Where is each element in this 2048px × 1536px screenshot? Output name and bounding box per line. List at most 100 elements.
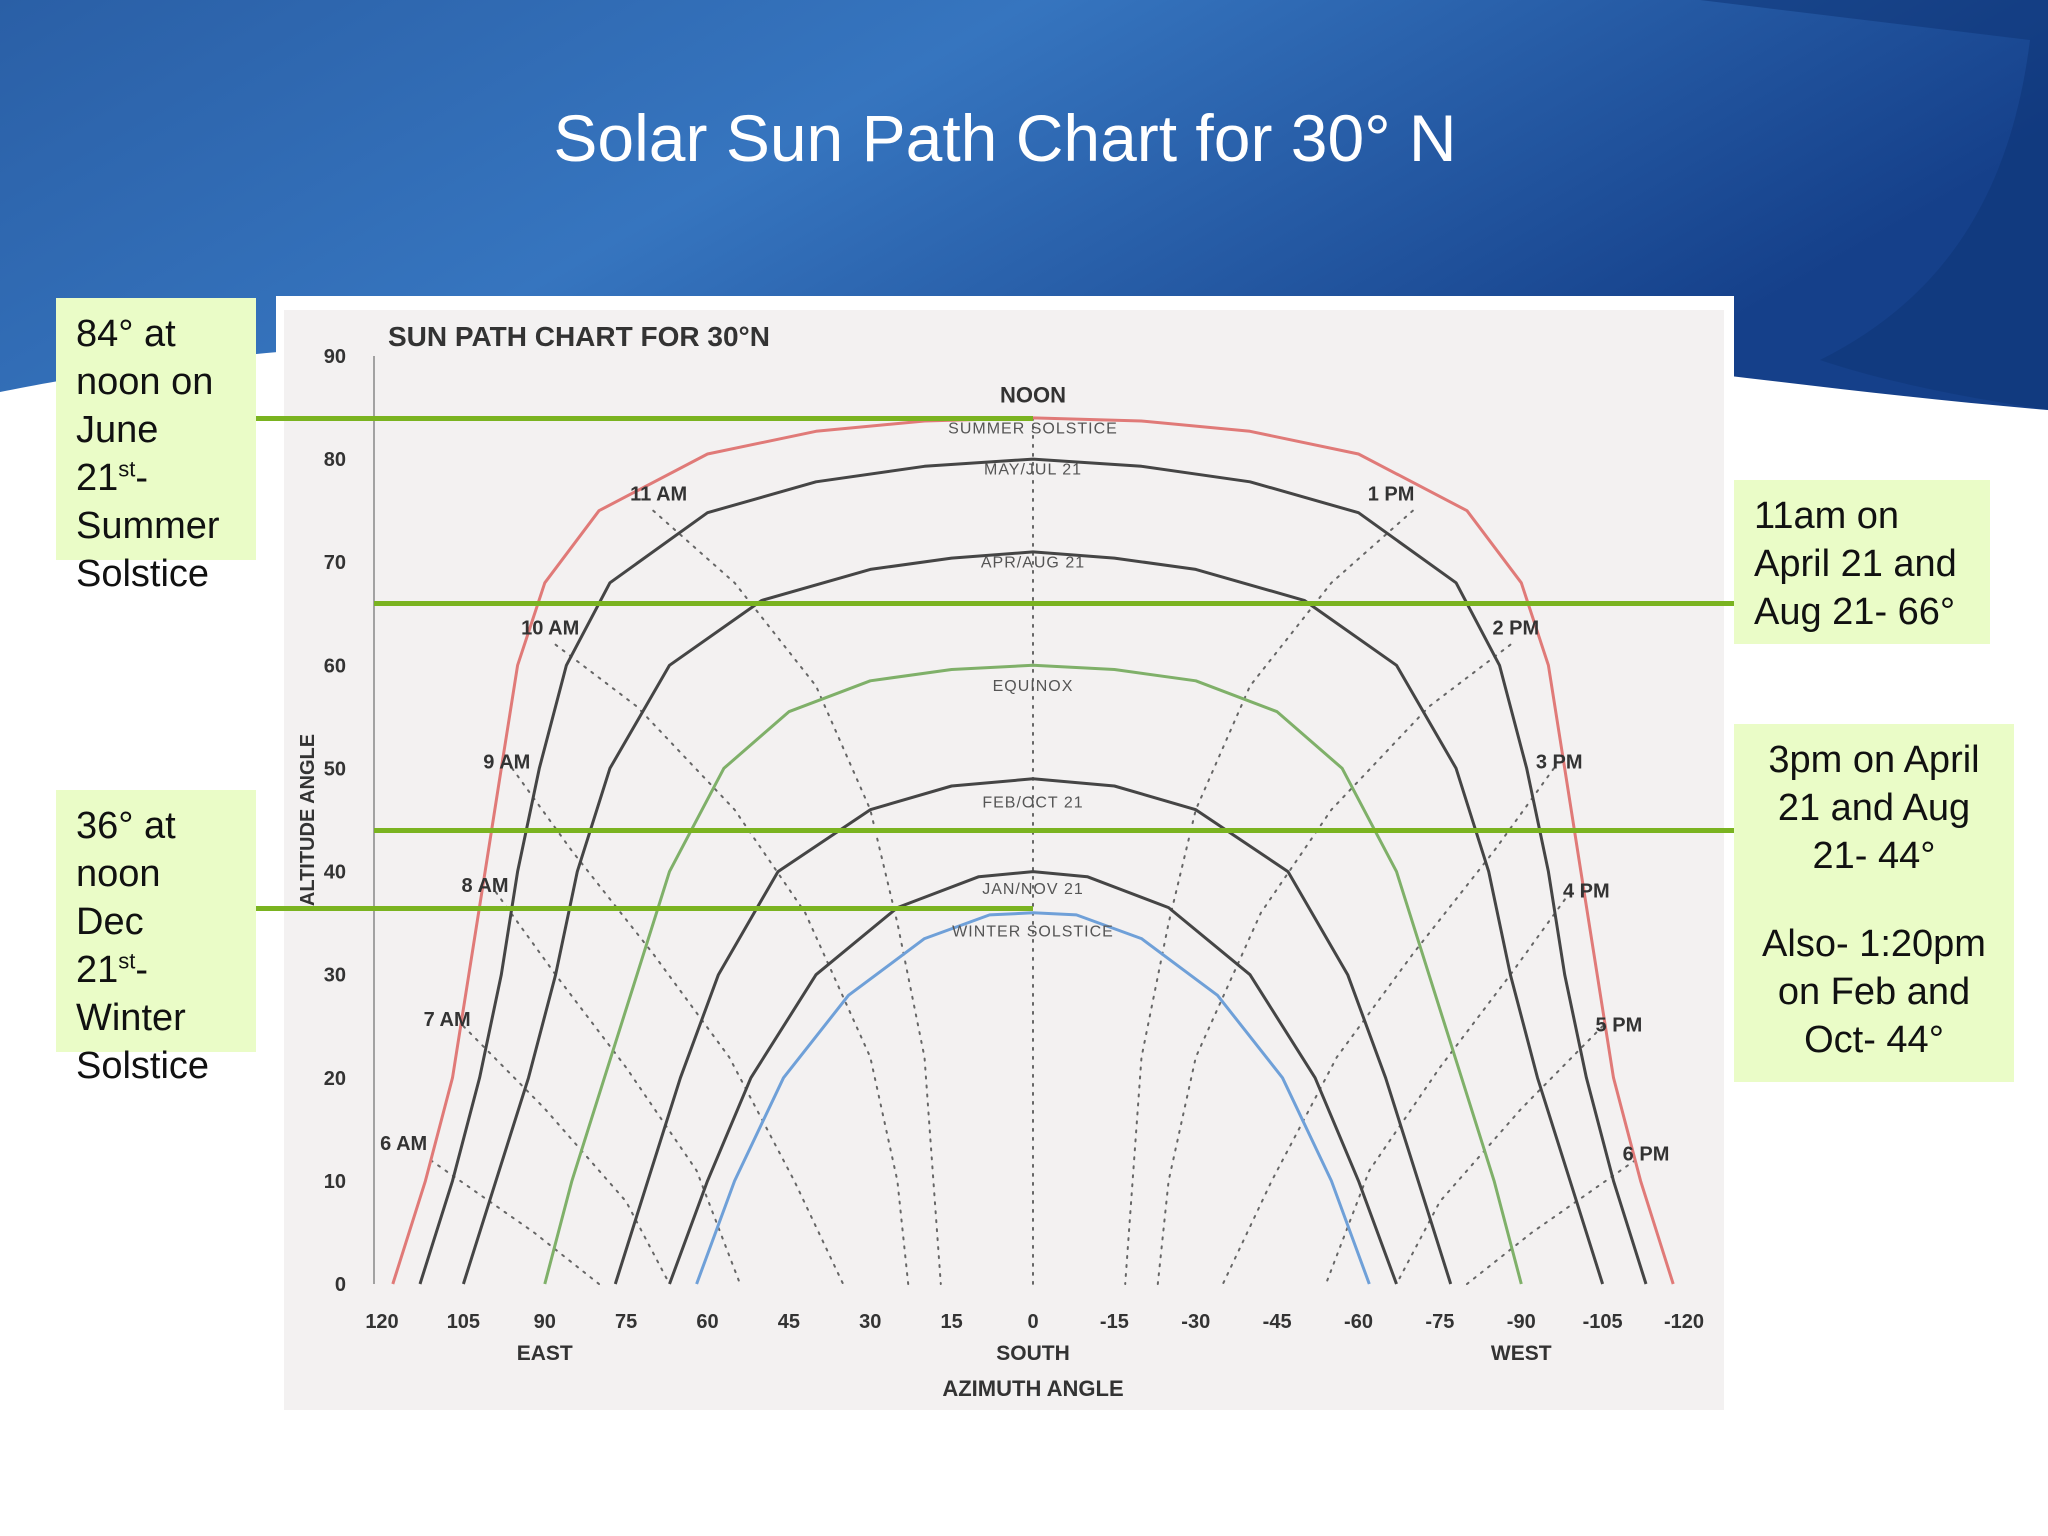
x-tick-label: -30 (1181, 1311, 1210, 1333)
note-line: 21- 44° (1812, 835, 1936, 877)
note-line: Also- 1:20pm (1762, 923, 1986, 965)
x-tick-label: 60 (696, 1311, 718, 1333)
slide-title: Solar Sun Path Chart for 30° N (553, 101, 1457, 175)
x-tick-label: -120 (1664, 1311, 1704, 1333)
hour-line (1221, 767, 1555, 1285)
hour-label: 2 PM (1492, 617, 1539, 639)
hour-label: 11 AM (630, 483, 687, 505)
hour-line (429, 1159, 600, 1285)
x-tick-label: 105 (447, 1311, 480, 1333)
note-line: noon (76, 853, 161, 895)
y-tick-label: 60 (324, 655, 346, 677)
x-tick-label: -45 (1263, 1311, 1292, 1333)
hour-label: 9 AM (483, 751, 530, 773)
y-tick-label: 50 (324, 758, 346, 780)
series-label: JAN/NOV 21 (982, 881, 1084, 898)
note-date-number: 21 (76, 949, 119, 991)
sun-path-curve (695, 911, 1371, 1285)
note-date-dash: - (135, 949, 149, 991)
y-tick-label: 20 (324, 1068, 346, 1090)
hour-line (1156, 643, 1512, 1285)
note-3pm-april-aug: 3pm on April 21 and Aug 21- 44° Also- 1:… (1734, 724, 2014, 1082)
chart-title: SUN PATH CHART FOR 30°N (388, 321, 770, 352)
series-label: FEB/OCT 21 (982, 795, 1083, 812)
y-tick-label: 0 (335, 1274, 346, 1296)
sun-path-curves-group (391, 416, 1675, 1285)
x-tick-label: 0 (1027, 1311, 1038, 1333)
note-line: on Feb and (1777, 971, 1971, 1013)
note-line: 3pm on April (1768, 739, 1980, 781)
hour-label: 7 AM (424, 1009, 471, 1031)
sun-path-curve (391, 416, 1675, 1285)
x-tick-label: -75 (1425, 1311, 1454, 1333)
hour-label: 1 PM (1368, 483, 1415, 505)
axes-group: 0 10 20 30 40 50 60 70 80 90 120 105 90 75 60 45 30 15 0 -1… (297, 321, 1704, 1401)
hour-label: 5 PM (1596, 1014, 1643, 1036)
note-line: Solstice (76, 1045, 210, 1087)
highlight-line (374, 828, 1734, 834)
hour-label: 6 PM (1623, 1143, 1670, 1165)
hour-line (494, 891, 742, 1285)
note-line: Aug 21- 66° (1754, 591, 1956, 633)
hour-label: 3 PM (1536, 751, 1583, 773)
note-line: June (76, 409, 159, 451)
chart-frame: 0 10 20 30 40 50 60 70 80 90 120 105 90 75 60 45 30 15 0 -1… (276, 296, 1734, 1420)
series-label: MAY/JUL 21 (984, 462, 1082, 479)
y-tick-label: 40 (324, 862, 346, 884)
note-line-date: 21st- (76, 946, 256, 994)
sun-path-curve (668, 870, 1398, 1285)
series-label: WINTER SOLSTICE (952, 924, 1114, 941)
series-label: APR/AUG 21 (981, 554, 1085, 571)
sun-path-curve (543, 663, 1523, 1285)
note-line: 21 and Aug (1777, 787, 1971, 829)
y-tick-label: 80 (324, 449, 346, 471)
sun-path-curve (461, 550, 1605, 1285)
x-direction-label: SOUTH (996, 1342, 1070, 1365)
hour-line (1466, 1159, 1637, 1285)
series-label: EQUINOX (993, 678, 1074, 695)
y-tick-label: 90 (324, 346, 346, 368)
highlight-line (374, 601, 1734, 607)
note-line: 11am on (1754, 495, 1900, 537)
sun-path-curve (613, 777, 1453, 1285)
note-line: Oct- 44° (1804, 1019, 1944, 1061)
note-line: Dec (76, 901, 144, 943)
hour-lines-group (429, 416, 1637, 1285)
x-tick-label: -90 (1507, 1311, 1536, 1333)
x-tick-label: 30 (859, 1311, 881, 1333)
y-axis-title: ALTITUDE ANGLE (297, 734, 319, 906)
note-line: Solstice (76, 553, 210, 595)
sun-path-chart: 0 10 20 30 40 50 60 70 80 90 120 105 90 75 60 45 30 15 0 -1… (284, 310, 1724, 1410)
hour-label: 6 AM (380, 1133, 427, 1155)
hour-line (1324, 891, 1572, 1285)
note-line: 36° at (76, 805, 176, 847)
highlight-line (256, 905, 1033, 911)
note-date-suffix: st (118, 456, 136, 482)
note-winter-solstice: 36° at noon Dec 21st- Winter Solstice (56, 790, 256, 1087)
note-line: noon on (76, 361, 214, 403)
x-direction-label: WEST (1491, 1342, 1552, 1365)
y-tick-label: 30 (324, 965, 346, 987)
note-line: Winter (76, 997, 186, 1039)
hour-line (652, 509, 942, 1285)
note-summer-solstice: 84° at noon on June 21st- Summer Solstic… (56, 298, 256, 595)
hour-label: 8 AM (462, 875, 509, 897)
note-spacer (1734, 880, 2014, 920)
hour-line (1124, 509, 1414, 1285)
note-date-dash: - (135, 457, 149, 499)
hour-line (511, 767, 845, 1285)
hour-label: 10 AM (521, 617, 579, 639)
hour-label: 4 PM (1563, 880, 1610, 902)
note-11am-april-aug: 11am on April 21 and Aug 21- 66° (1734, 480, 1990, 644)
x-tick-label: 75 (615, 1311, 637, 1333)
x-tick-label: -15 (1100, 1311, 1129, 1333)
note-line: Summer (76, 505, 220, 547)
x-tick-label: -60 (1344, 1311, 1373, 1333)
note-line-date: 21st- (76, 454, 256, 502)
note-date-suffix: st (118, 948, 136, 974)
x-tick-label: -105 (1583, 1311, 1623, 1333)
series-label: SUMMER SOLSTICE (948, 420, 1118, 437)
hour-label: NOON (1000, 382, 1066, 407)
x-tick-label: 120 (365, 1311, 398, 1333)
hour-line (554, 643, 910, 1285)
